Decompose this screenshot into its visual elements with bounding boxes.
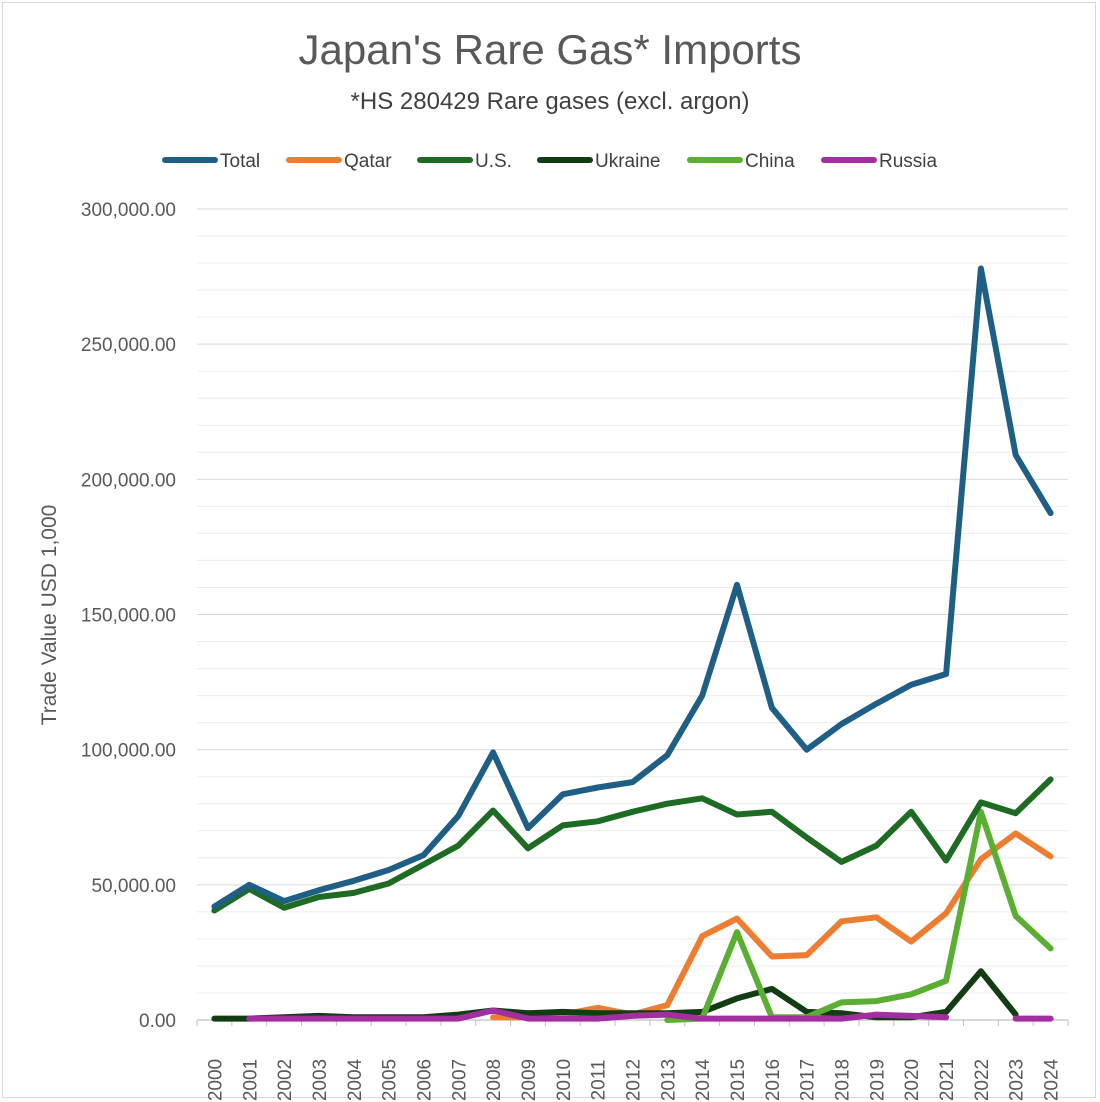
legend-label: U.S. bbox=[475, 151, 512, 172]
chart-title: Japan's Rare Gas* Imports bbox=[298, 26, 802, 73]
x-tick-label: 2017 bbox=[798, 1059, 819, 1101]
y-tick-label: 150,000.00 bbox=[81, 606, 176, 627]
x-tick-label: 2008 bbox=[484, 1059, 505, 1101]
x-tick-label: 2016 bbox=[763, 1059, 784, 1101]
y-axis-title: Trade Value USD 1,000 bbox=[38, 505, 61, 726]
x-tick-label: 2024 bbox=[1042, 1058, 1063, 1101]
y-tick-label: 200,000.00 bbox=[81, 470, 176, 491]
legend-label: China bbox=[745, 151, 795, 172]
series-lines bbox=[211, 265, 1054, 1023]
y-axis: 0.00 50,000.00 100,000.00 150,000.00 200,000… bbox=[81, 200, 176, 1032]
gridlines bbox=[197, 208, 1068, 994]
y-tick-label: 0.00 bbox=[139, 1011, 176, 1032]
legend: Total Qatar U.S. Ukraine China Russia bbox=[162, 151, 938, 172]
y-tick-label: 300,000.00 bbox=[81, 200, 176, 221]
x-tick-label: 2013 bbox=[658, 1059, 679, 1101]
x-tick-label: 2011 bbox=[589, 1060, 610, 1101]
x-tick-label: 2009 bbox=[519, 1059, 540, 1101]
x-tick-label: 2003 bbox=[310, 1059, 331, 1101]
y-tick-label: 250,000.00 bbox=[81, 335, 176, 356]
legend-label: Russia bbox=[879, 151, 938, 172]
x-tick-label: 2002 bbox=[275, 1059, 296, 1101]
y-tick-label: 50,000.00 bbox=[91, 876, 176, 897]
series-line-total bbox=[211, 265, 1054, 910]
x-axis: 2000 2001 2002 2003 2004 2005 2006 2007 2008 2009… bbox=[196, 1019, 1069, 1101]
x-tick-label: 2004 bbox=[345, 1058, 366, 1101]
legend-label: Ukraine bbox=[595, 151, 660, 172]
series-line-china bbox=[664, 808, 1054, 1023]
x-tick-label: 2022 bbox=[972, 1059, 993, 1101]
x-tick-label: 2010 bbox=[554, 1059, 575, 1101]
x-tick-label: 2014 bbox=[693, 1058, 714, 1101]
y-tick-label: 100,000.00 bbox=[81, 741, 176, 762]
x-tick-label: 2021 bbox=[937, 1059, 958, 1101]
x-tick-label: 2006 bbox=[414, 1059, 435, 1101]
x-tick-label: 2001 bbox=[240, 1059, 261, 1101]
series-line-u-s bbox=[211, 776, 1054, 914]
series-line-russia bbox=[246, 1007, 950, 1022]
x-tick-label: 2020 bbox=[902, 1059, 923, 1101]
x-tick-label: 2012 bbox=[624, 1059, 645, 1101]
chart-subtitle: *HS 280429 Rare gases (excl. argon) bbox=[350, 88, 750, 115]
x-tick-label: 2005 bbox=[380, 1059, 401, 1101]
x-tick-label: 2000 bbox=[205, 1059, 226, 1101]
x-tick-label: 2007 bbox=[449, 1059, 470, 1101]
legend-label: Total bbox=[220, 151, 260, 172]
x-tick-label: 2015 bbox=[728, 1059, 749, 1101]
legend-label: Qatar bbox=[344, 151, 392, 172]
x-tick-label: 2023 bbox=[1007, 1059, 1028, 1101]
x-tick-label: 2019 bbox=[867, 1059, 888, 1101]
x-tick-label: 2018 bbox=[833, 1059, 854, 1101]
